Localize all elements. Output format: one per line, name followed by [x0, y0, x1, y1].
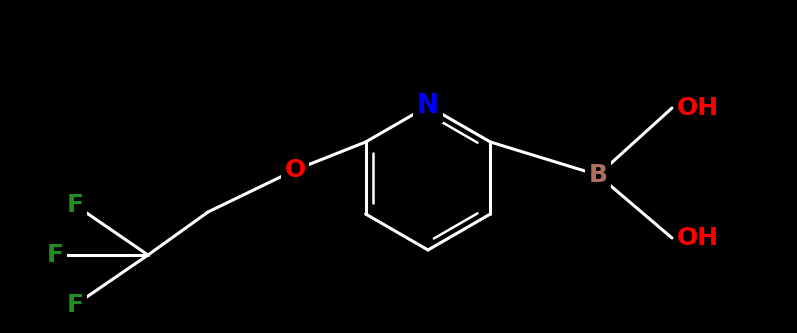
Text: B: B — [588, 163, 607, 187]
Text: OH: OH — [677, 96, 719, 120]
Text: N: N — [417, 93, 439, 119]
Text: OH: OH — [677, 226, 719, 250]
Text: F: F — [46, 243, 64, 267]
Text: O: O — [285, 158, 305, 182]
Text: F: F — [66, 293, 84, 317]
Text: F: F — [66, 193, 84, 217]
